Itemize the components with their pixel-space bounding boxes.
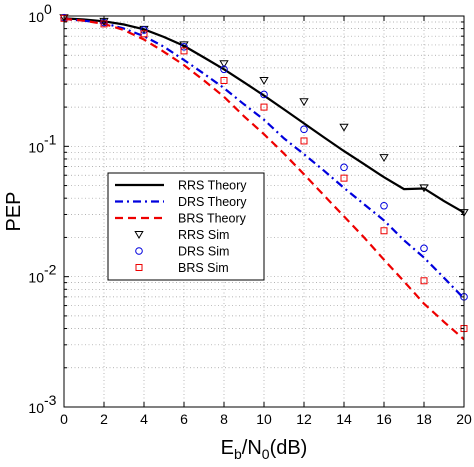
- x-axis-label-part: E: [221, 437, 234, 459]
- x-tick-label: 10: [256, 411, 272, 427]
- point-rrs-sim: [299, 98, 309, 107]
- tick-marks: [63, 16, 465, 408]
- legend: RRS Theory DRS Theory BRS Theory RRS Sim DRS…: [107, 172, 265, 281]
- point-brs-sim: [140, 30, 148, 38]
- point-drs-sim: [140, 26, 148, 34]
- x-tick-label: 14: [336, 411, 352, 427]
- y-tick-label: 10: [28, 270, 44, 286]
- point-rrs-sim: [179, 41, 189, 50]
- x-axis-label-part: (dB): [270, 437, 308, 459]
- x-tick-label: 0: [60, 411, 68, 427]
- point-rrs-sim: [259, 76, 269, 85]
- point-drs-sim: [260, 90, 268, 99]
- x-axis-label-part: /N: [242, 437, 262, 459]
- point-brs-sim: [300, 137, 308, 145]
- legend-label-rrs-sim: RRS Sim: [178, 228, 229, 242]
- point-brs-sim: [260, 103, 268, 111]
- legend-box: [107, 172, 265, 281]
- legend-label-drs-theory: DRS Theory: [178, 195, 247, 209]
- point-rrs-sim: [379, 154, 389, 163]
- legend-marker-rrs-sim: [134, 231, 144, 239]
- x-tick-label: 4: [140, 411, 148, 427]
- y-tick-label: 10: [28, 400, 44, 416]
- series-line-rrs-theory: [63, 17, 465, 214]
- y-tick-label-exponent: -2: [44, 262, 57, 278]
- point-drs-sim: [180, 43, 188, 51]
- x-axis-label-subscript: b: [234, 446, 242, 462]
- y-axis-label: PEP: [3, 191, 25, 231]
- y-tick-label-exponent: -1: [44, 131, 57, 147]
- y-tick-label: 10: [28, 9, 44, 25]
- point-drs-sim: [340, 163, 348, 172]
- legend-label-rrs-theory: RRS Theory: [178, 179, 247, 193]
- x-tick-label: 2: [100, 411, 108, 427]
- point-brs-sim: [340, 174, 348, 182]
- point-drs-sim: [420, 244, 428, 253]
- legend-label-drs-sim: DRS Sim: [178, 245, 229, 259]
- point-drs-sim: [300, 125, 308, 134]
- y-tick-label-exponent: -3: [44, 392, 57, 408]
- x-tick-label: 12: [296, 411, 312, 427]
- y-tick-label: 10: [28, 139, 44, 155]
- legend-label-brs-theory: BRS Theory: [178, 212, 247, 226]
- x-tick-label: 20: [456, 411, 472, 427]
- point-brs-sim: [420, 277, 428, 285]
- point-brs-sim: [380, 227, 388, 235]
- x-tick-label: 16: [376, 411, 392, 427]
- point-drs-sim: [380, 201, 388, 210]
- legend-label-brs-sim: BRS Sim: [178, 261, 229, 275]
- x-tick-label: 6: [180, 411, 188, 427]
- point-rrs-sim: [339, 123, 349, 132]
- point-rrs-sim: [219, 60, 229, 69]
- x-axis-label-subscript: 0: [262, 446, 270, 462]
- point-rrs-sim: [419, 184, 429, 193]
- point-brs-sim: [220, 76, 228, 84]
- series-line-brs-theory: [63, 17, 465, 341]
- y-tick-label-exponent: 0: [44, 1, 52, 17]
- legend-marker-brs-sim: [135, 264, 143, 271]
- series-line-drs-theory: [63, 17, 465, 300]
- point-drs-sim: [220, 65, 228, 74]
- legend-marker-drs-sim: [135, 247, 143, 255]
- x-tick-label: 8: [220, 411, 228, 427]
- x-axis-label: Eb/N0(dB): [221, 437, 308, 462]
- x-tick-label: 18: [416, 411, 432, 427]
- point-brs-sim: [180, 47, 188, 55]
- x-tick-labels: 0 2 4 6 8 10 12 14 16 18 20: [60, 411, 472, 427]
